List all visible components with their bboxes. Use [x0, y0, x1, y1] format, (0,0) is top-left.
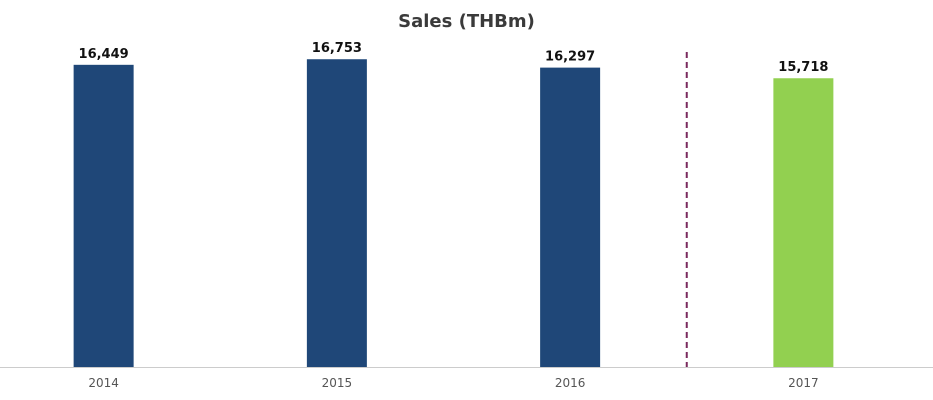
value-label-2015: 16,753 [312, 41, 362, 56]
bar-2017 [773, 78, 834, 367]
x-tick-label-2015: 2015 [322, 376, 353, 390]
value-label-2014: 16,449 [79, 47, 129, 62]
bar-2015 [306, 59, 367, 367]
x-tick-label-2014: 2014 [88, 376, 119, 390]
value-label-2017: 15,718 [778, 60, 828, 75]
chart-title: Sales (THBm) [398, 11, 535, 32]
x-tick-label-2017: 2017 [788, 376, 819, 390]
x-tick-label-2016: 2016 [555, 376, 586, 390]
value-label-2016: 16,297 [545, 50, 595, 65]
bar-2016 [540, 67, 601, 367]
bar-2014 [73, 64, 134, 367]
